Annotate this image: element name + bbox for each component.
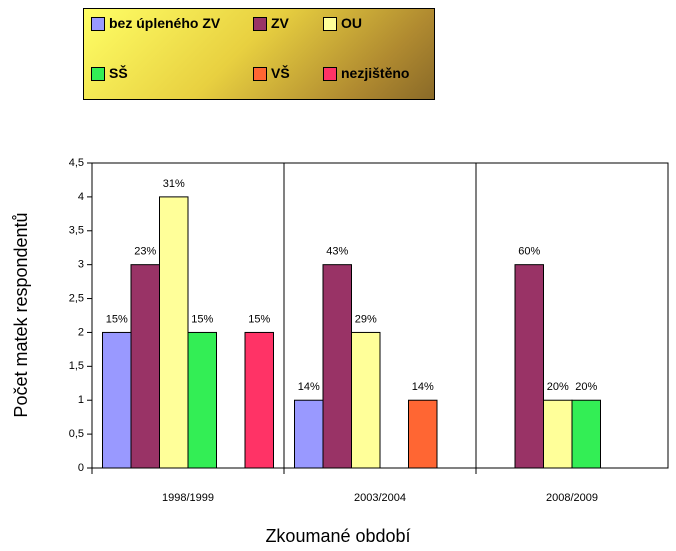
bar: [159, 196, 189, 469]
y-axis-label: Počet matek respondentů: [11, 212, 31, 417]
bar: [244, 331, 274, 469]
legend-swatch: [91, 67, 105, 81]
legend-swatch: [91, 17, 105, 31]
x-axis-label: Zkoumané období: [265, 526, 410, 546]
value-label: 15%: [191, 313, 213, 325]
legend-item: SŠ: [91, 65, 231, 82]
legend-label: OU: [341, 15, 362, 31]
y-tick-label: 3,5: [69, 225, 84, 237]
x-tick-label: 2008/2009: [546, 492, 598, 504]
legend-item: bez úpleného ZV: [91, 15, 231, 32]
legend-swatch: [323, 17, 337, 31]
legend-label: bez úpleného ZV: [109, 15, 221, 31]
bar: [294, 399, 324, 469]
legend-item: OU: [323, 15, 423, 32]
x-tick-label: 1998/1999: [162, 492, 214, 504]
y-tick-label: 1: [78, 394, 84, 406]
x-tick-label: 2003/2004: [354, 492, 406, 504]
value-label: 14%: [298, 381, 320, 393]
value-label: 20%: [547, 381, 569, 393]
bar: [571, 399, 601, 469]
legend-swatch: [253, 17, 267, 31]
bar: [187, 331, 217, 469]
value-label: 60%: [518, 246, 540, 258]
legend-swatch: [323, 67, 337, 81]
legend-item: ZV: [253, 15, 313, 32]
y-tick-label: 4: [78, 191, 84, 203]
value-label: 20%: [575, 381, 597, 393]
bar: [408, 399, 438, 469]
value-label: 15%: [248, 313, 270, 325]
bar: [514, 264, 544, 469]
value-label: 14%: [412, 381, 434, 393]
legend: bez úpleného ZV ZV OU SŠ VŠ nezjištěno: [83, 8, 435, 100]
y-tick-label: 2: [78, 326, 84, 338]
value-label: 23%: [134, 246, 156, 258]
legend-item: nezjištěno: [323, 65, 433, 82]
y-tick-label: 2,5: [69, 292, 84, 304]
bar: [102, 331, 132, 469]
bar: [130, 264, 160, 469]
value-label: 15%: [106, 313, 128, 325]
value-label: 31%: [163, 178, 185, 190]
legend-item: VŠ: [253, 65, 313, 82]
y-tick-label: 0: [78, 462, 84, 474]
value-label: 43%: [326, 246, 348, 258]
y-tick-label: 3: [78, 259, 84, 271]
value-label: 29%: [355, 313, 377, 325]
legend-label: SŠ: [109, 65, 128, 81]
y-tick-label: 1,5: [69, 360, 84, 372]
legend-label: ZV: [271, 15, 289, 31]
y-tick-label: 0,5: [69, 428, 84, 440]
bar: [322, 264, 352, 469]
bar: [351, 331, 381, 469]
legend-label: nezjištěno: [341, 65, 410, 81]
bar: [543, 399, 573, 469]
legend-label: VŠ: [271, 65, 290, 81]
y-tick-label: 4,5: [69, 157, 84, 169]
legend-swatch: [253, 67, 267, 81]
